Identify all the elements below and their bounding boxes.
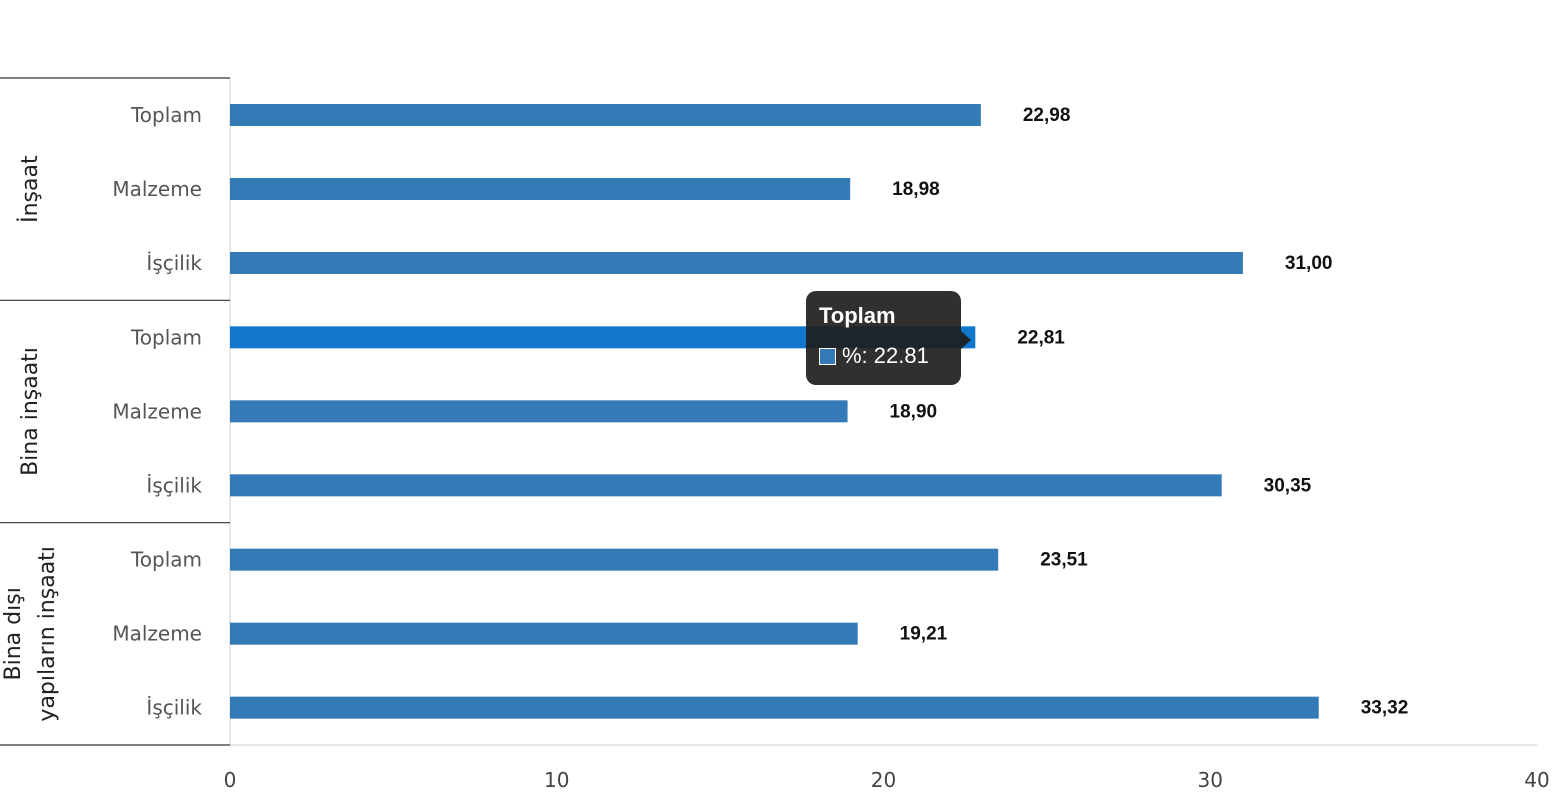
bar (230, 474, 1222, 497)
bar (230, 252, 1243, 274)
x-tick-label: 20 (871, 768, 896, 792)
category-label: Toplam (130, 325, 202, 349)
group-label: Bina inşaatı (18, 347, 43, 476)
tooltip-value-row: %: 22.81 (819, 343, 929, 369)
bar (230, 104, 981, 126)
category-label: İşçilik (146, 473, 202, 497)
data-label: 30,35 (1264, 475, 1312, 496)
bar (230, 622, 858, 645)
data-label: 23,51 (1040, 550, 1088, 571)
group-label: Bina dışı yapıların inşaatı (1, 546, 60, 721)
tooltip-arrow (961, 331, 971, 349)
category-label: Toplam (130, 103, 202, 127)
group-label-line: İnşaat (17, 155, 43, 223)
x-tick-label: 0 (224, 768, 237, 792)
data-label: 22,98 (1023, 105, 1071, 126)
tooltip-value: %: 22.81 (842, 343, 929, 368)
data-label: 18,98 (892, 179, 940, 200)
data-label: 18,90 (890, 401, 938, 422)
group-label-line: Bina inşaatı (18, 347, 43, 476)
group-label-line: Bina dışı (1, 587, 26, 680)
x-tick-label: 10 (544, 768, 569, 792)
category-label: İşçilik (146, 696, 202, 720)
bar (230, 696, 1319, 719)
category-label: İşçilik (146, 251, 202, 275)
tooltip-swatch (819, 348, 836, 365)
category-label: Malzeme (112, 177, 202, 201)
tooltip: Toplam %: 22.81 (806, 291, 971, 385)
data-label: 19,21 (900, 624, 948, 645)
category-label: Toplam (130, 548, 202, 572)
x-tick-label: 40 (1524, 768, 1549, 792)
bar (230, 400, 848, 423)
category-label: Malzeme (112, 622, 202, 646)
data-label: 33,32 (1361, 698, 1409, 719)
data-label: 31,00 (1285, 253, 1333, 274)
x-tick-label: 30 (1198, 768, 1223, 792)
group-label-line: yapıların inşaatı (35, 546, 60, 721)
bar (230, 178, 851, 200)
bar (230, 326, 976, 349)
category-label: Malzeme (112, 399, 202, 423)
data-label: 22,81 (1017, 327, 1065, 348)
bar (230, 548, 999, 571)
group-label: İnşaat (17, 155, 43, 223)
tooltip-title: Toplam (819, 303, 896, 328)
